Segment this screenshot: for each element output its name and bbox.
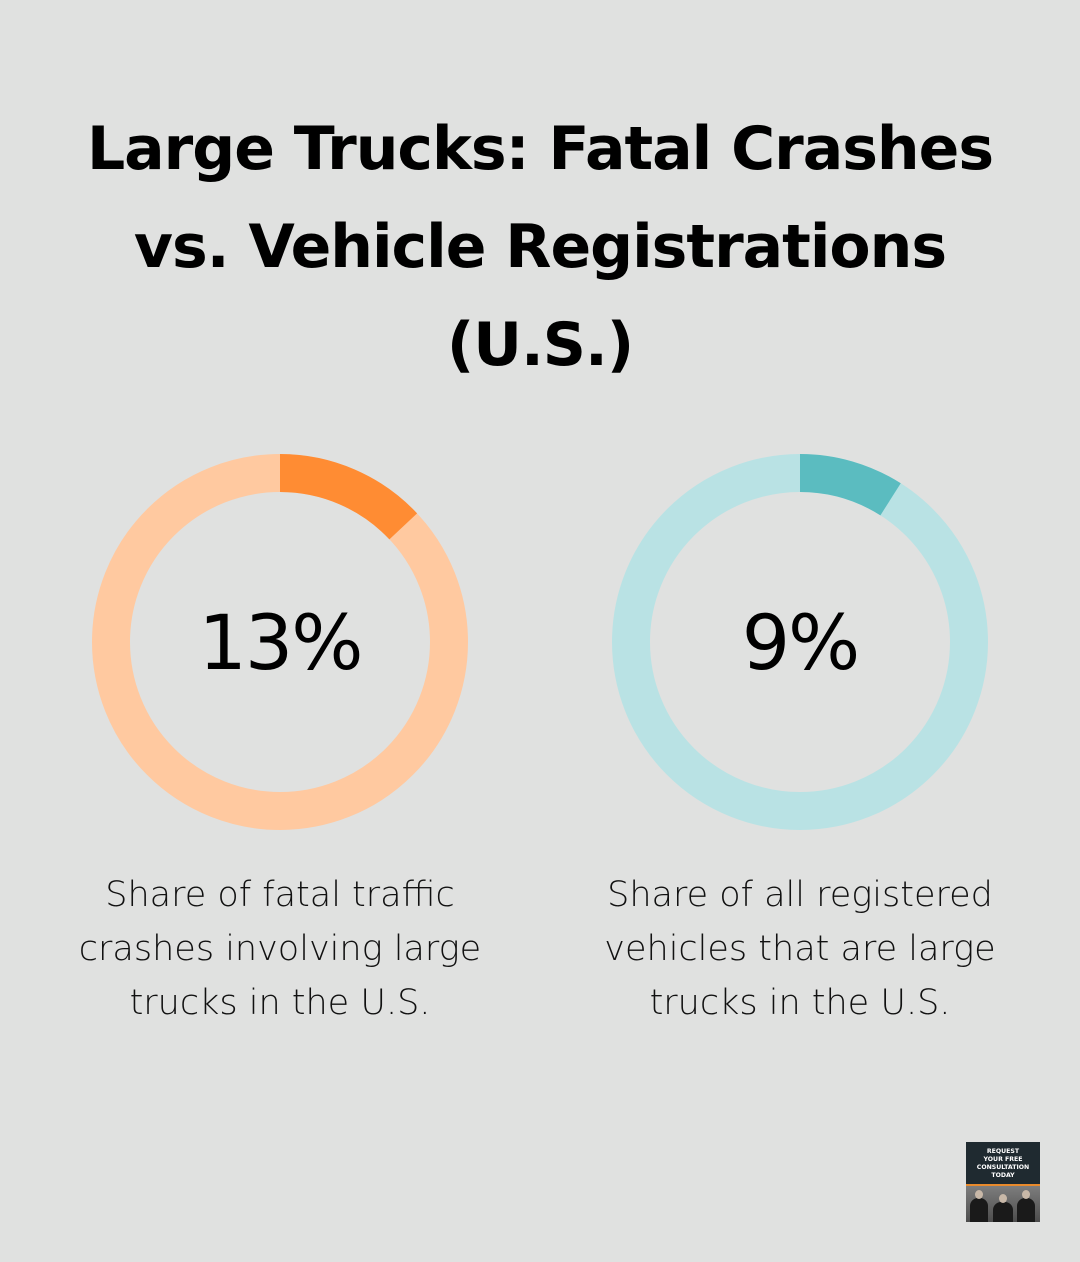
team-photo [966, 1186, 1040, 1222]
page-title: Large Trucks: Fatal Crashes vs. Vehicle … [0, 100, 1080, 394]
donut-ring [612, 454, 988, 830]
percent-value: 9% [741, 597, 861, 687]
cta-line: YOUR FREE [983, 1156, 1023, 1163]
title-line-2: vs. Vehicle Registrations [133, 212, 947, 282]
caption-line: Share of all registered [607, 875, 993, 915]
caption-line: crashes involving large [78, 929, 482, 969]
cta-line: CONSULTATION [976, 1164, 1030, 1171]
title-line-1: Large Trucks: Fatal Crashes [86, 114, 994, 184]
caption-vehicle-registrations: Share of all registered vehicles that ar… [570, 868, 1030, 1030]
cta-divider [966, 1184, 1040, 1186]
donut-chart-fatal-crashes: 13% [90, 452, 470, 832]
donut-ring [92, 454, 468, 830]
donut-chart-vehicle-registrations: 9% [610, 452, 990, 832]
free-consultation-banner[interactable]: REQUEST YOUR FREE CONSULTATION TODAY [966, 1142, 1040, 1222]
cta-line: TODAY [991, 1172, 1015, 1179]
cta-line: REQUEST [986, 1148, 1020, 1155]
caption-line: vehicles that are large [604, 929, 996, 969]
caption-fatal-crashes: Share of fatal traffic crashes involving… [50, 868, 510, 1030]
caption-line: trucks in the U.S. [129, 983, 431, 1023]
cta-text: REQUEST YOUR FREE CONSULTATION TODAY [966, 1142, 1040, 1184]
title-line-3: (U.S.) [446, 310, 634, 380]
caption-line: Share of fatal traffic [105, 875, 455, 915]
percent-value: 13% [198, 597, 364, 687]
caption-line: trucks in the U.S. [649, 983, 951, 1023]
